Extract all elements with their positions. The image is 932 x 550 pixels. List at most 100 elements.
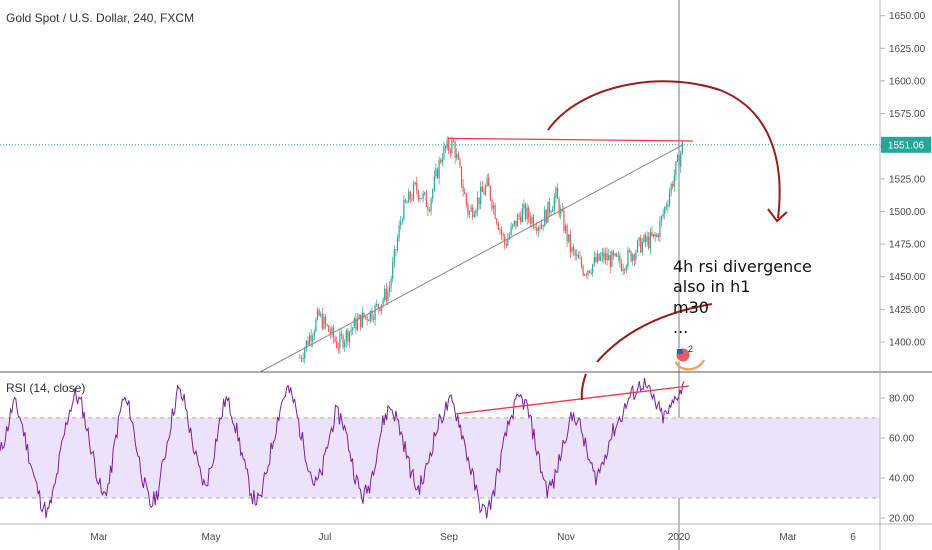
event-marker-swirl (674, 359, 706, 371)
candle-body (457, 154, 459, 160)
candle-body (404, 199, 407, 203)
candle-body (307, 340, 309, 345)
candle-body (539, 227, 541, 229)
rsi-band (0, 418, 880, 498)
candle-body (593, 257, 595, 265)
candle-body (555, 188, 557, 198)
candle-body (334, 338, 336, 342)
price-tick-label: 1400.00 (889, 337, 926, 348)
candle-body (649, 232, 651, 249)
candle-body (622, 269, 624, 271)
candle-body (542, 224, 544, 227)
candle-body (379, 308, 381, 311)
candle-body (568, 234, 570, 242)
candle-body (624, 269, 626, 271)
candle-body (492, 205, 495, 209)
candle-body (558, 198, 560, 215)
candle-body (390, 278, 392, 288)
rsi-title: RSI (14, close) (6, 381, 85, 395)
candle-body (668, 193, 671, 205)
candle-body (392, 262, 394, 279)
candle-body (497, 223, 499, 230)
candle-body (470, 207, 472, 212)
candle-body (344, 341, 346, 348)
price-tick-label: 1500.00 (889, 207, 926, 218)
candle-body (422, 193, 424, 199)
candle-body (536, 228, 538, 231)
candle-body (316, 309, 319, 320)
candle-body (475, 210, 477, 215)
candle-body (654, 234, 656, 237)
candle-body (331, 327, 333, 335)
event-marker-count: 2 (688, 344, 693, 354)
candle-body (576, 254, 578, 256)
price-pane[interactable]: Gold Spot / U.S. Dollar, 240, FXCM 4h rs… (0, 0, 880, 550)
candle-body (400, 221, 402, 226)
candle-body (633, 254, 635, 261)
candle-body (595, 257, 597, 263)
candle-body (592, 264, 594, 273)
candle-body (521, 208, 523, 223)
candle-body (424, 192, 426, 194)
candle-body (465, 193, 467, 205)
candle-body (625, 266, 627, 271)
candle-body (411, 199, 413, 201)
candle-body (468, 211, 471, 215)
candle-body (376, 303, 378, 306)
candle-body (619, 256, 621, 264)
candle-body (612, 251, 615, 256)
price-tick-labels: 1400.00 1425.00 1450.00 1475.00 1500.00 1525.… (880, 11, 926, 348)
candle-body (617, 256, 619, 258)
rsi-tick-label: 20.00 (889, 514, 914, 525)
candle-body (507, 238, 509, 246)
candle-body (665, 206, 667, 208)
candle-body (664, 207, 666, 214)
time-axis[interactable]: Mar May Jul Sep Nov 2020 Mar 6 (0, 523, 932, 543)
candle-body (321, 313, 323, 329)
hand-drawn-arrow-curve (547, 80, 781, 219)
candle-body (412, 184, 415, 200)
price-tick-label: 1650.00 (889, 11, 926, 22)
candle-body (464, 191, 466, 194)
candle-body (526, 207, 528, 220)
candle-body (673, 175, 675, 187)
candle-body (420, 198, 423, 200)
resistance-line (447, 137, 693, 142)
candle-body (460, 166, 463, 186)
candle-body (652, 234, 655, 237)
candle-body (310, 335, 312, 342)
candle-body (459, 159, 461, 167)
candle-body (620, 263, 623, 271)
price-tick-label: 1600.00 (889, 76, 926, 87)
last-price-badge: 1551.06 (881, 136, 931, 153)
candle-body (403, 199, 405, 220)
candle-body (454, 141, 456, 158)
candle-body (544, 210, 546, 227)
candle-body (598, 253, 600, 261)
rsi-pane[interactable]: RSI (14, close) (0, 373, 880, 519)
candle-body (440, 160, 442, 163)
hand-drawn-rsi-connector (580, 373, 587, 401)
candle-body (360, 314, 362, 328)
rsi-tick-label: 40.00 (889, 474, 914, 485)
candle-body (548, 201, 551, 213)
candle-body (569, 234, 571, 252)
candle-body (473, 214, 475, 217)
candle-body (313, 331, 315, 337)
candle-body (320, 313, 322, 316)
candle-body (648, 236, 650, 249)
candle-body (604, 253, 607, 261)
candle-body (566, 225, 568, 242)
candle-body (500, 229, 503, 235)
candle-body (582, 266, 584, 275)
price-scale[interactable]: 1400.00 1425.00 1450.00 1475.00 1500.00 1525.… (879, 0, 931, 550)
event-marker[interactable]: 2 (674, 344, 706, 371)
candle-body (609, 255, 611, 267)
candle-body (478, 197, 480, 205)
candle-body (444, 145, 447, 149)
candle-body (608, 255, 610, 261)
candle-body (540, 224, 543, 229)
candle-body (676, 154, 679, 162)
candle-body (520, 216, 522, 223)
